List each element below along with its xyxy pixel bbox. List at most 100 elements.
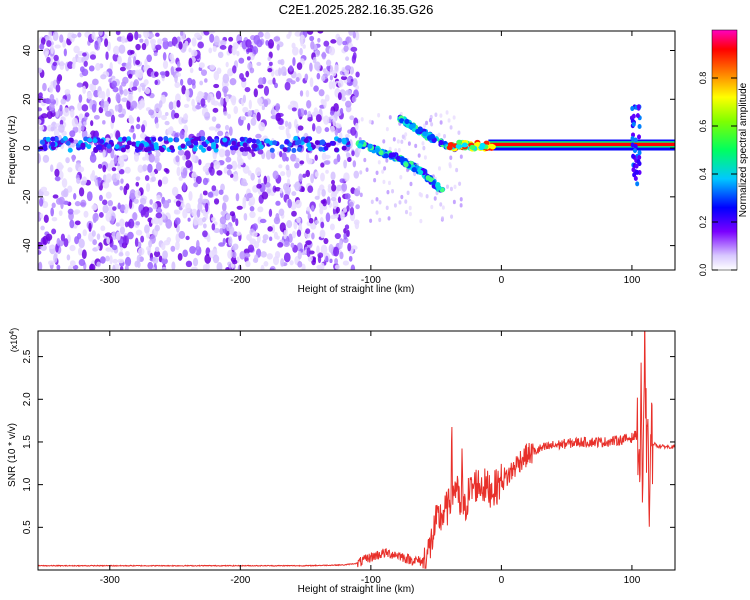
heatmap-cell xyxy=(329,110,335,116)
heatmap-cell xyxy=(128,116,135,125)
heatmap-cell xyxy=(239,136,245,142)
heatmap-cell xyxy=(115,222,121,227)
heatmap-cell xyxy=(89,263,96,270)
heatmap-cell xyxy=(239,251,246,260)
heatmap-cell xyxy=(76,82,83,88)
x-tick-label: -200 xyxy=(230,575,250,586)
heatmap-cell xyxy=(199,91,205,98)
heatmap-cell xyxy=(300,37,304,47)
heatmap-cell xyxy=(73,193,77,200)
heatmap-cell xyxy=(323,160,331,165)
heatmap-cell xyxy=(131,100,138,109)
heatmap-cell xyxy=(294,181,301,192)
heatmap-cell xyxy=(121,97,128,103)
heatmap-cell xyxy=(54,44,61,49)
heatmap-cell xyxy=(217,51,224,59)
spectrogram-frame xyxy=(37,30,676,271)
heatmap-cell xyxy=(353,170,360,179)
heatmap-cell xyxy=(179,129,185,140)
heatmap-cell xyxy=(325,212,331,223)
heatmap-cell xyxy=(278,125,285,130)
heatmap-cell xyxy=(294,162,300,169)
snr-y-axis-label: SNR (10 * v/v) xyxy=(7,423,18,487)
heatmap-cell xyxy=(297,260,303,268)
heatmap-cell xyxy=(202,217,207,223)
heatmap-cell xyxy=(42,143,48,149)
heatmap-cell xyxy=(263,261,269,267)
heatmap-cell xyxy=(246,56,251,61)
heatmap-cell xyxy=(635,169,640,175)
heatmap-cell xyxy=(129,189,136,199)
heatmap-cell xyxy=(325,255,329,263)
y-tick-label: 2.5 xyxy=(22,349,33,363)
colorbar-tick-label: 0.8 xyxy=(698,72,708,85)
heatmap-cell xyxy=(326,65,331,71)
heatmap-cell xyxy=(228,236,233,246)
heatmap-cell xyxy=(137,241,142,248)
heatmap-cell xyxy=(279,188,283,194)
heatmap-cell xyxy=(114,144,120,150)
heatmap-cell xyxy=(334,258,339,265)
heatmap-cell xyxy=(225,213,231,221)
heatmap-cell xyxy=(459,154,463,159)
heatmap-cell xyxy=(202,190,208,196)
heatmap-cell xyxy=(88,65,95,72)
heatmap-cell xyxy=(255,139,261,145)
heatmap-cell xyxy=(163,240,171,246)
heatmap-cell xyxy=(133,198,139,204)
heatmap-cell xyxy=(77,102,82,111)
heatmap-cell xyxy=(270,115,278,120)
heatmap-cell xyxy=(298,173,303,182)
heatmap-cell xyxy=(450,214,454,219)
heatmap-cell xyxy=(290,153,297,162)
heatmap-cell xyxy=(81,56,85,63)
heatmap-cell xyxy=(176,99,181,108)
heatmap-cell xyxy=(322,205,328,211)
heatmap-cell xyxy=(155,32,160,37)
heatmap-cell xyxy=(119,226,125,235)
heatmap-cell xyxy=(637,134,642,140)
heatmap-cell xyxy=(342,40,348,46)
heatmap-cell xyxy=(56,264,61,270)
heatmap-cell xyxy=(352,160,357,168)
heatmap-cell xyxy=(63,188,69,198)
heatmap-cell xyxy=(134,237,139,248)
heatmap-cell xyxy=(329,258,333,264)
x-tick-label: 100 xyxy=(624,275,641,286)
heatmap-cell xyxy=(204,78,208,83)
heatmap-cell xyxy=(262,234,269,241)
heatmap-cell xyxy=(155,212,163,219)
heatmap-cell xyxy=(131,86,138,91)
heatmap-cell xyxy=(88,222,92,232)
heatmap-cell xyxy=(333,213,339,219)
heatmap-cell xyxy=(230,95,237,104)
heatmap-cell xyxy=(441,205,445,210)
heatmap-cell xyxy=(96,245,100,250)
heatmap-cell xyxy=(209,33,215,43)
heatmap-cell xyxy=(144,224,150,234)
heatmap-cell xyxy=(317,37,321,43)
heatmap-cell xyxy=(138,34,142,39)
heatmap-cell xyxy=(322,68,327,74)
heatmap-cell xyxy=(74,201,81,207)
heatmap-cell xyxy=(257,149,264,155)
heatmap-cell xyxy=(140,98,145,107)
heatmap-cell xyxy=(258,122,266,132)
heatmap-cell xyxy=(317,187,321,198)
heatmap-cell xyxy=(288,121,292,130)
heatmap-cell xyxy=(271,224,276,234)
heatmap-cell xyxy=(321,189,326,197)
heatmap-cell xyxy=(92,78,99,86)
heatmap-cell xyxy=(189,67,194,74)
heatmap-cell xyxy=(106,237,111,245)
heatmap-cell xyxy=(185,235,190,241)
heatmap-cell xyxy=(38,119,42,125)
heatmap-cell xyxy=(152,202,158,210)
heatmap-cell xyxy=(206,234,211,243)
heatmap-cell xyxy=(185,88,190,98)
heatmap-cell xyxy=(246,192,253,198)
heatmap-cell xyxy=(150,39,155,50)
heatmap-cell xyxy=(62,40,67,48)
heatmap-cell xyxy=(53,54,59,62)
heatmap-cell xyxy=(349,201,354,208)
